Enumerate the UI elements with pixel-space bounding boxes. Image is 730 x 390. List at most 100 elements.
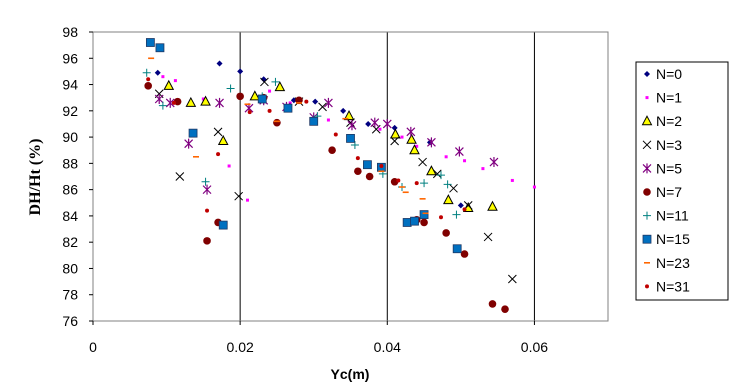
data-point-n3 — [346, 118, 355, 127]
data-point-n11 — [436, 171, 445, 180]
data-point-n11 — [271, 77, 280, 86]
legend-marker-n5 — [642, 163, 652, 174]
data-point-n7 — [273, 118, 281, 127]
legend-box — [635, 61, 729, 301]
data-point-n0 — [340, 107, 347, 114]
legend-item-n11: N=11 — [643, 208, 689, 224]
data-point-n31 — [146, 77, 151, 82]
data-point-n3 — [371, 124, 381, 134]
data-point-n11 — [443, 180, 452, 189]
data-point-n0 — [237, 68, 244, 75]
x-axis-ticks: 0 0.02 0.04 0.06 — [89, 321, 548, 355]
data-point-n0 — [154, 69, 161, 76]
data-point-n3 — [260, 77, 269, 87]
plot-area-border — [92, 31, 609, 322]
data-point-n11 — [452, 210, 461, 219]
series-n2 — [163, 79, 498, 213]
data-point-n3 — [449, 183, 458, 193]
data-point-n1 — [227, 164, 231, 168]
data-point-n11 — [158, 101, 167, 110]
y-tick-label: 84 — [62, 208, 78, 224]
legend-marker-n0 — [644, 71, 650, 77]
legend-marker-n7 — [643, 188, 651, 196]
y-tick-label: 88 — [62, 155, 78, 171]
data-point-n7 — [354, 167, 362, 176]
data-point-n0 — [365, 120, 372, 127]
data-point-n15 — [283, 103, 293, 113]
y-tick-label: 90 — [62, 129, 78, 145]
data-point-n7 — [144, 82, 152, 90]
data-point-n15 — [188, 128, 198, 138]
data-point-n31 — [355, 156, 360, 161]
data-point-n7 — [460, 250, 469, 258]
y-tick-label: 82 — [62, 234, 78, 250]
data-point-n1 — [400, 135, 404, 139]
data-point-n5 — [184, 138, 194, 149]
data-point-n2 — [409, 144, 420, 155]
data-point-n3 — [175, 172, 185, 181]
data-point-n15 — [309, 116, 319, 126]
data-point-n31 — [171, 100, 176, 105]
data-point-n2 — [443, 194, 454, 205]
y-tick-label: 96 — [62, 50, 78, 66]
legend-item-n3: N=3 — [642, 137, 682, 153]
legend-marker-n2 — [641, 115, 653, 126]
data-point-n1 — [463, 159, 467, 163]
data-point-n7 — [501, 305, 509, 313]
legend-label-n7: N=7 — [656, 184, 682, 200]
data-point-n3 — [213, 127, 223, 137]
data-point-n3 — [508, 274, 517, 284]
data-point-n7 — [328, 146, 336, 155]
data-point-n11 — [350, 140, 359, 149]
data-point-n5 — [324, 97, 333, 108]
y-tick-label: 86 — [62, 182, 78, 198]
data-point-n5 — [215, 97, 224, 108]
data-point-n0 — [216, 60, 223, 67]
data-point-n1 — [415, 144, 419, 148]
data-point-n2 — [249, 90, 261, 101]
data-point-n7 — [488, 300, 497, 308]
data-point-n2 — [343, 110, 355, 121]
legend-item-n31: N=31 — [645, 278, 690, 294]
legend-item-n15: N=15 — [642, 231, 690, 247]
y-tick-label: 94 — [62, 77, 78, 93]
data-point-n15 — [145, 38, 155, 47]
data-point-n7 — [203, 237, 211, 245]
data-point-n31 — [216, 152, 221, 157]
legend-label-n2: N=2 — [656, 113, 682, 129]
data-point-n3 — [390, 136, 399, 146]
data-point-n7 — [420, 218, 428, 227]
data-point-n15 — [410, 216, 419, 226]
legend-label-n23: N=23 — [656, 255, 690, 271]
data-point-n31 — [396, 178, 401, 183]
legend-item-n1: N=1 — [645, 90, 682, 106]
data-point-n2 — [274, 81, 286, 92]
data-point-n1 — [246, 198, 249, 202]
legend-marker-n1 — [645, 96, 649, 100]
data-point-n2 — [163, 79, 175, 90]
legend-marker-n31 — [645, 284, 649, 289]
x-axis-title: Yc(m) — [331, 366, 370, 382]
legend-marker-n15 — [642, 234, 652, 244]
data-point-n5 — [489, 157, 499, 168]
data-point-n7 — [365, 172, 374, 181]
data-point-n5 — [382, 118, 392, 129]
data-point-n11 — [142, 68, 151, 77]
legend-label-n11: N=11 — [656, 208, 689, 224]
data-point-n1 — [326, 118, 330, 122]
data-point-n1 — [268, 89, 272, 93]
data-point-n1 — [378, 127, 382, 131]
x-tick-label: 0 — [89, 339, 97, 355]
data-point-n2 — [185, 96, 197, 107]
data-point-n15 — [346, 134, 355, 143]
y-tick-label: 98 — [62, 24, 78, 40]
data-point-n2 — [406, 133, 417, 144]
legend-label-n5: N=5 — [656, 160, 682, 176]
data-point-n3 — [234, 191, 244, 201]
data-point-n3 — [483, 232, 493, 242]
y-axis-title: DH/Ht (%) — [27, 139, 44, 216]
legend-item-n2: N=2 — [641, 113, 682, 129]
y-tick-label: 92 — [62, 103, 78, 119]
